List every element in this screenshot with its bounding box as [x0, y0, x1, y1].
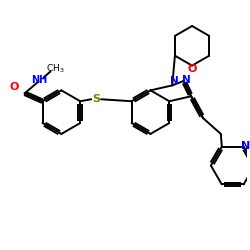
Text: N: N — [182, 75, 191, 85]
Text: NH: NH — [32, 76, 48, 86]
Text: CH$_3$: CH$_3$ — [46, 62, 65, 75]
Text: S: S — [92, 94, 100, 104]
Text: O: O — [187, 64, 197, 74]
Text: N: N — [241, 141, 250, 151]
Text: O: O — [9, 82, 18, 92]
Text: N: N — [170, 76, 178, 86]
